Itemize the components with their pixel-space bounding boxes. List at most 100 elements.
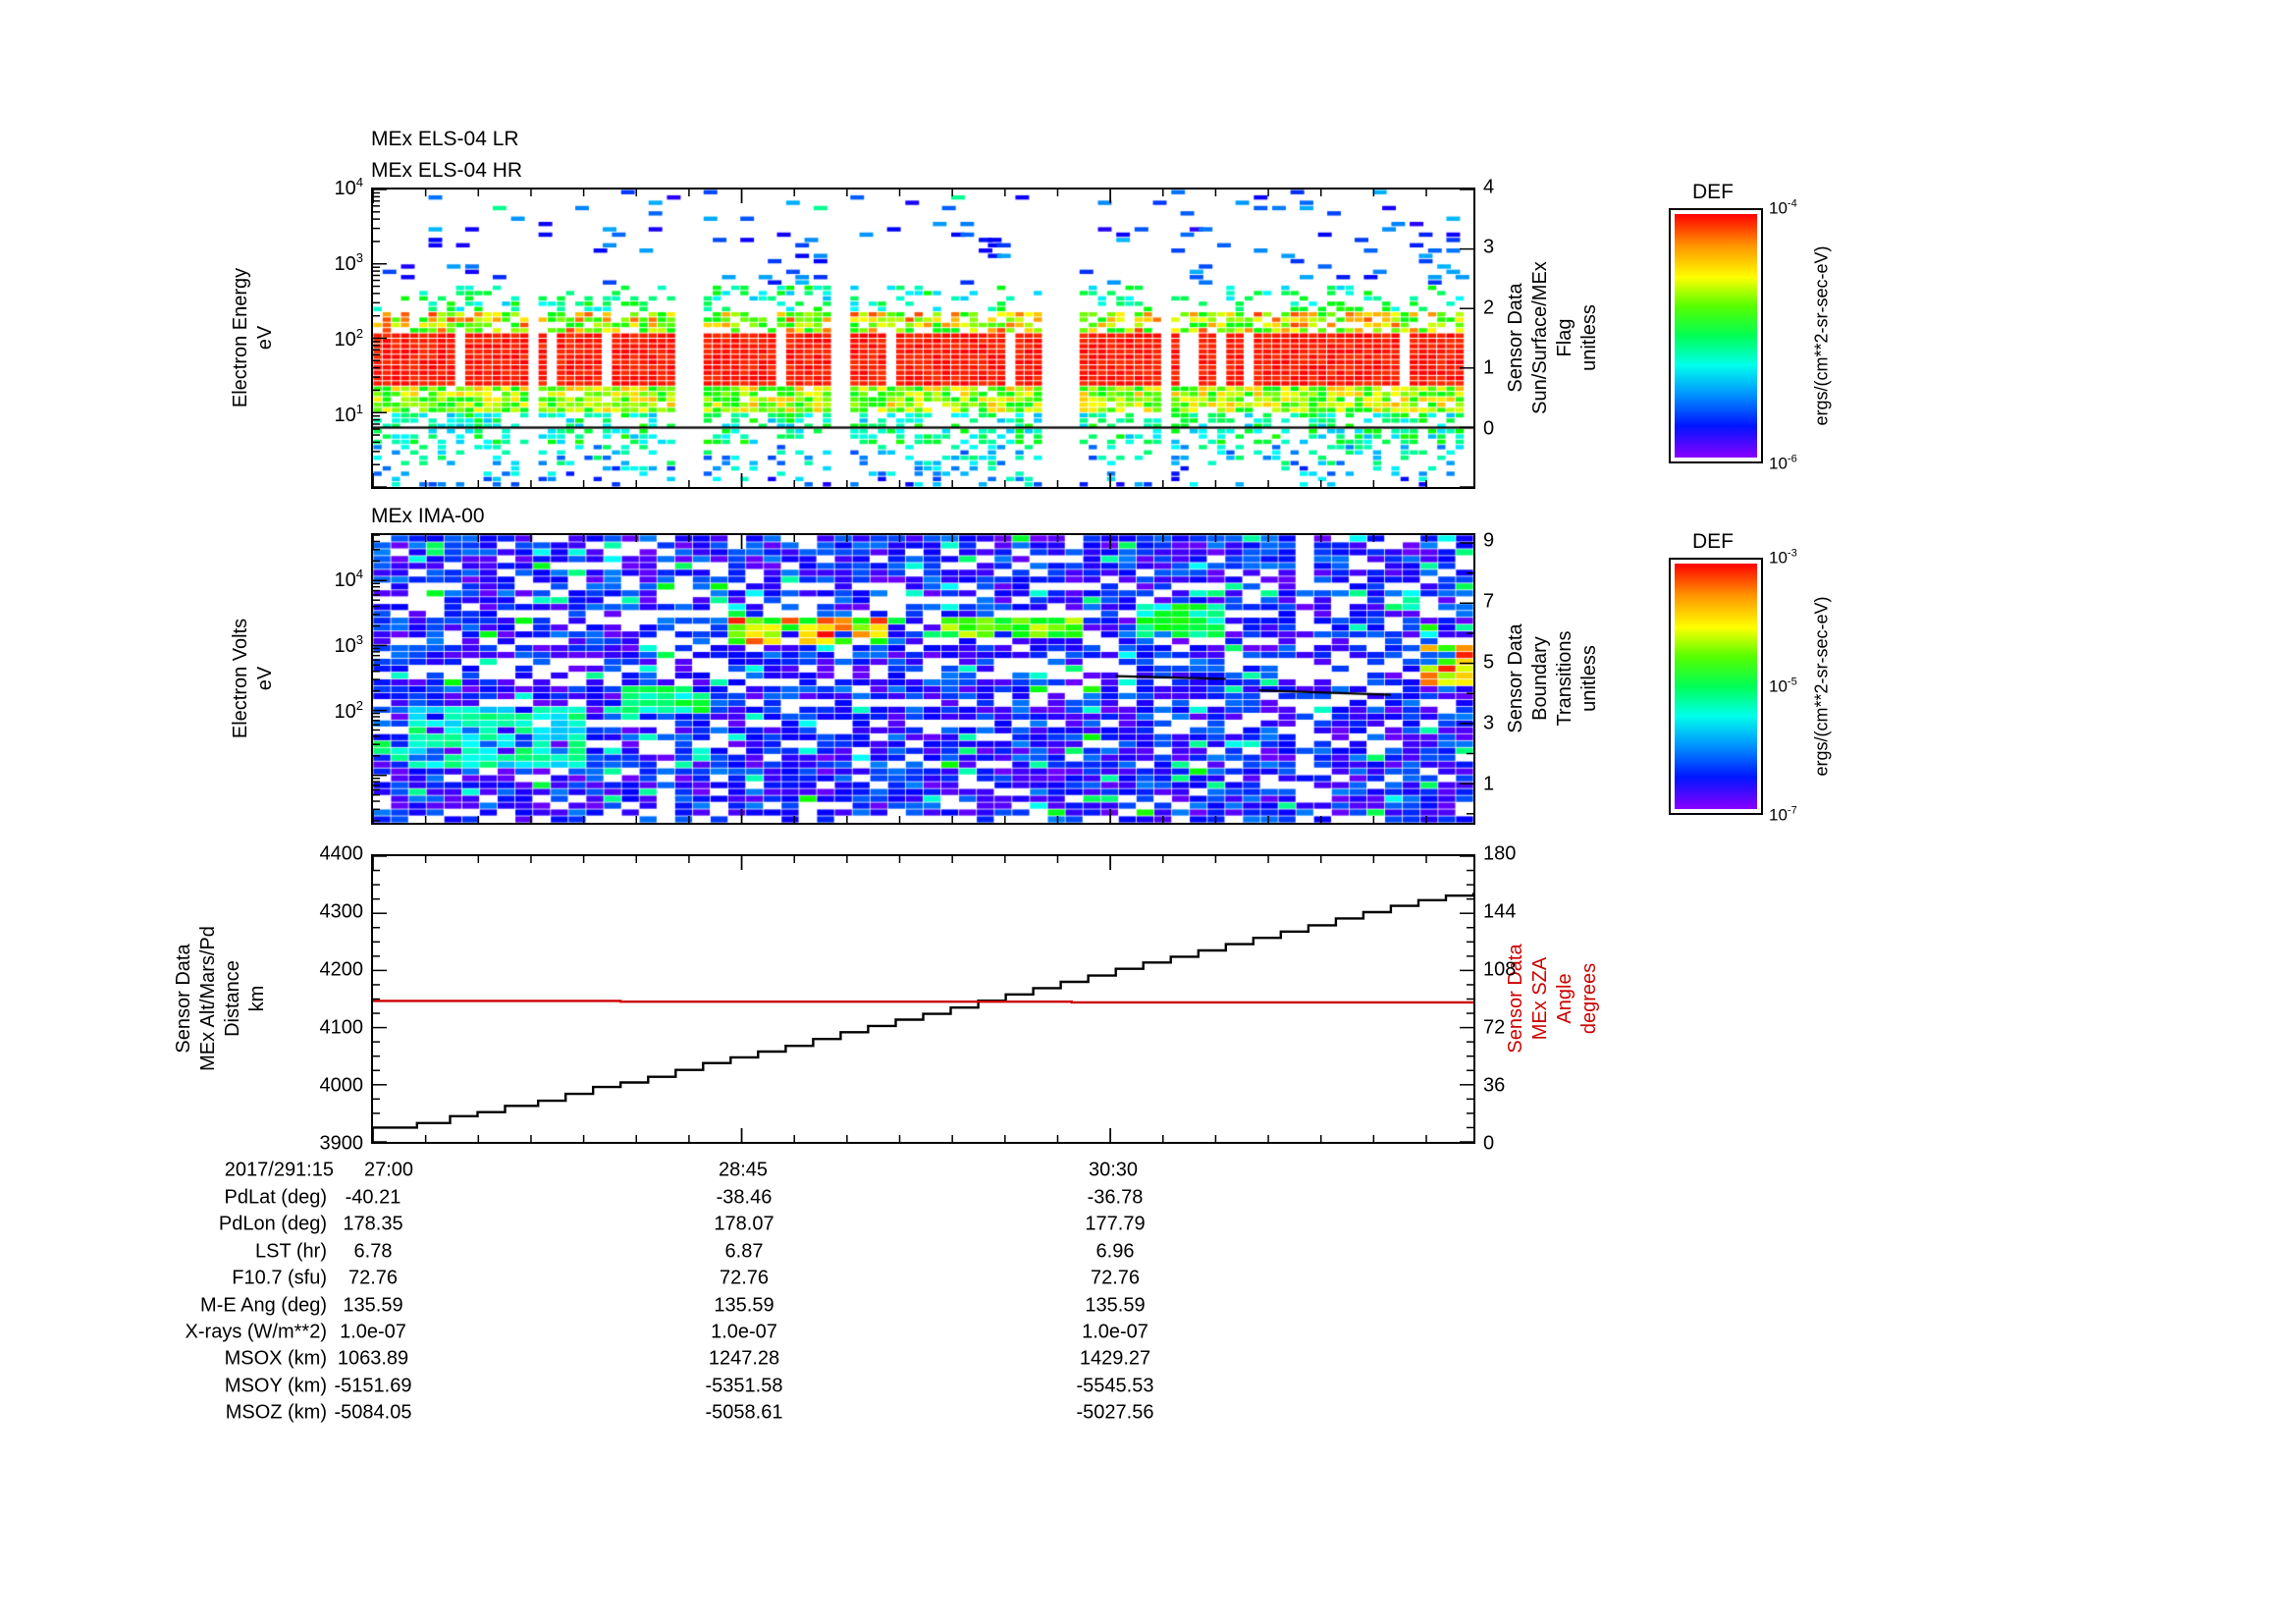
table-row-label: PdLat (deg) [224, 1186, 327, 1209]
altitude-line [373, 893, 1473, 1129]
sza-tick-label: 36 [1483, 1074, 1506, 1097]
colorbar2-gradient [1675, 564, 1757, 809]
els-y-tick-label: 101 [334, 402, 363, 426]
time-tick-label: 27:00 [363, 1159, 414, 1181]
table-cell-value: 135.59 [714, 1294, 774, 1317]
sza-tick-label: 144 [1483, 900, 1517, 923]
altitude-tick-label: 4300 [319, 900, 364, 923]
table-row-label: LST (hr) [255, 1240, 327, 1263]
table-row-label: X-rays (W/m**2) [185, 1321, 327, 1343]
altitude-tick-label: 4100 [319, 1016, 364, 1039]
ima-boundary-tick-label: 9 [1483, 529, 1495, 552]
els-y-tick-label: 104 [334, 175, 363, 199]
ima-y-tick-label: 103 [334, 632, 363, 657]
els-spectrogram-panel [371, 188, 1475, 489]
label-line: km [246, 985, 268, 1012]
table-row-label: F10.7 (sfu) [232, 1267, 327, 1289]
colorbar1-title: DEF [1692, 181, 1734, 203]
label-line: eV [254, 666, 276, 691]
sza-right-axis-label: Sensor Data MEx SZA Angle degrees [1504, 944, 1602, 1053]
label-line: unitless [1578, 645, 1600, 712]
label-line: unitless [1578, 304, 1600, 371]
label-line: Transitions [1554, 630, 1575, 727]
table-cell-value: 72.76 [347, 1267, 399, 1289]
altitude-tick-label: 4000 [319, 1074, 364, 1097]
els-flag-tick-label: 0 [1483, 417, 1495, 440]
colorbar2-unit-label: ergs/(cm**2-sr-sec-eV) [1811, 596, 1832, 777]
els-flag-tick-label: 1 [1483, 356, 1495, 379]
table-cell-value: 1247.28 [708, 1347, 780, 1370]
table-cell-value: -5351.58 [705, 1375, 783, 1397]
table-cell-value: -5151.69 [334, 1375, 412, 1397]
table-cell-value: 177.79 [1085, 1213, 1146, 1235]
table-cell-value: 72.76 [719, 1267, 770, 1289]
sza-tick-label: 180 [1483, 842, 1517, 865]
colorbar1-tick-label: 10-6 [1769, 453, 1797, 473]
ima-spectrogram-panel [371, 533, 1475, 825]
colorbar2-title: DEF [1692, 530, 1734, 553]
els-title-hr: MEx ELS-04 HR [371, 159, 523, 182]
els-flag-tick-label: 3 [1483, 236, 1495, 258]
els-flag-tick-label: 4 [1483, 176, 1495, 198]
ima-right-axis-label: Sensor Data Boundary Transitions unitless [1504, 623, 1602, 732]
ima-y-tick-label: 104 [334, 567, 363, 591]
altitude-tick-label: 4200 [319, 958, 364, 981]
label-line: Angle [1554, 973, 1575, 1024]
ima-boundary-tick-label: 3 [1483, 712, 1495, 734]
table-cell-value: 178.07 [714, 1213, 774, 1235]
sza-tick-label: 72 [1483, 1016, 1506, 1039]
table-cell-value: -5545.53 [1076, 1375, 1154, 1397]
els-y-tick-label: 103 [334, 250, 363, 275]
label-line: Distance [222, 960, 243, 1037]
label-line: degrees [1578, 962, 1600, 1035]
ima-y-axis-label: Electron Volts eV [229, 619, 278, 738]
label-line: Sensor Data [173, 944, 194, 1054]
time-tick-label: 28:45 [718, 1159, 769, 1181]
table-row-label: PdLon (deg) [218, 1213, 327, 1235]
altitude-tick-label: 3900 [319, 1132, 364, 1155]
ima-boundary-tick-label: 1 [1483, 773, 1495, 795]
els-spectrogram [373, 189, 1473, 487]
ima-title: MEx IMA-00 [371, 505, 485, 527]
label-line: Boundary [1529, 636, 1551, 721]
altitude-sza-panel [371, 854, 1475, 1144]
sza-tick-label: 108 [1483, 958, 1517, 981]
table-row-label: MSOY (km) [224, 1375, 327, 1397]
label-line: Sun/Surface/MEx [1529, 261, 1551, 414]
ima-boundary-tick-label: 7 [1483, 590, 1495, 613]
colorbar1 [1669, 208, 1763, 463]
label-line: Electron Energy [230, 267, 251, 408]
table-cell-value: 6.87 [724, 1240, 764, 1263]
altitude-tick-label: 4400 [319, 842, 364, 865]
label-line: Flag [1554, 318, 1575, 357]
ima-boundary-tick-label: 5 [1483, 651, 1495, 674]
els-flag-tick-label: 2 [1483, 297, 1495, 319]
sza-tick-label: 0 [1483, 1132, 1495, 1155]
table-cell-value: 1.0e-07 [1082, 1321, 1148, 1343]
colorbar1-unit-label: ergs/(cm**2-sr-sec-eV) [1811, 245, 1832, 426]
altitude-y-axis-label: Sensor Data MEx Alt/Mars/Pd Distance km [172, 926, 270, 1071]
table-cell-value: -5084.05 [334, 1401, 412, 1424]
ima-y-tick-label: 102 [334, 698, 363, 723]
table-cell-value: -5058.61 [705, 1401, 783, 1424]
table-cell-value: 1.0e-07 [711, 1321, 777, 1343]
table-cell-value: 1063.89 [337, 1347, 409, 1370]
label-line: eV [254, 325, 276, 351]
table-cell-value: -5027.56 [1076, 1401, 1154, 1424]
table-cell-value: -36.78 [1087, 1186, 1144, 1209]
table-cell-value: -40.21 [345, 1186, 401, 1209]
label-line: MEx SZA [1529, 956, 1551, 1041]
els-right-axis-label: Sensor Data Sun/Surface/MEx Flag unitless [1504, 261, 1602, 414]
sza-line [373, 1000, 1473, 1004]
table-cell-value: 178.35 [343, 1213, 403, 1235]
colorbar2-tick-label: 10-7 [1769, 804, 1797, 825]
els-y-tick-label: 102 [334, 326, 363, 351]
table-cell-value: 6.96 [1095, 1240, 1135, 1263]
colorbar2 [1669, 558, 1763, 815]
colorbar2-tick-label: 10-3 [1769, 547, 1797, 568]
ima-spectrogram [373, 535, 1473, 823]
table-cell-value: 135.59 [343, 1294, 403, 1317]
els-title-lr: MEx ELS-04 LR [371, 128, 519, 150]
table-cell-value: 135.59 [1085, 1294, 1146, 1317]
altitude-sza-lines [373, 893, 1473, 1129]
